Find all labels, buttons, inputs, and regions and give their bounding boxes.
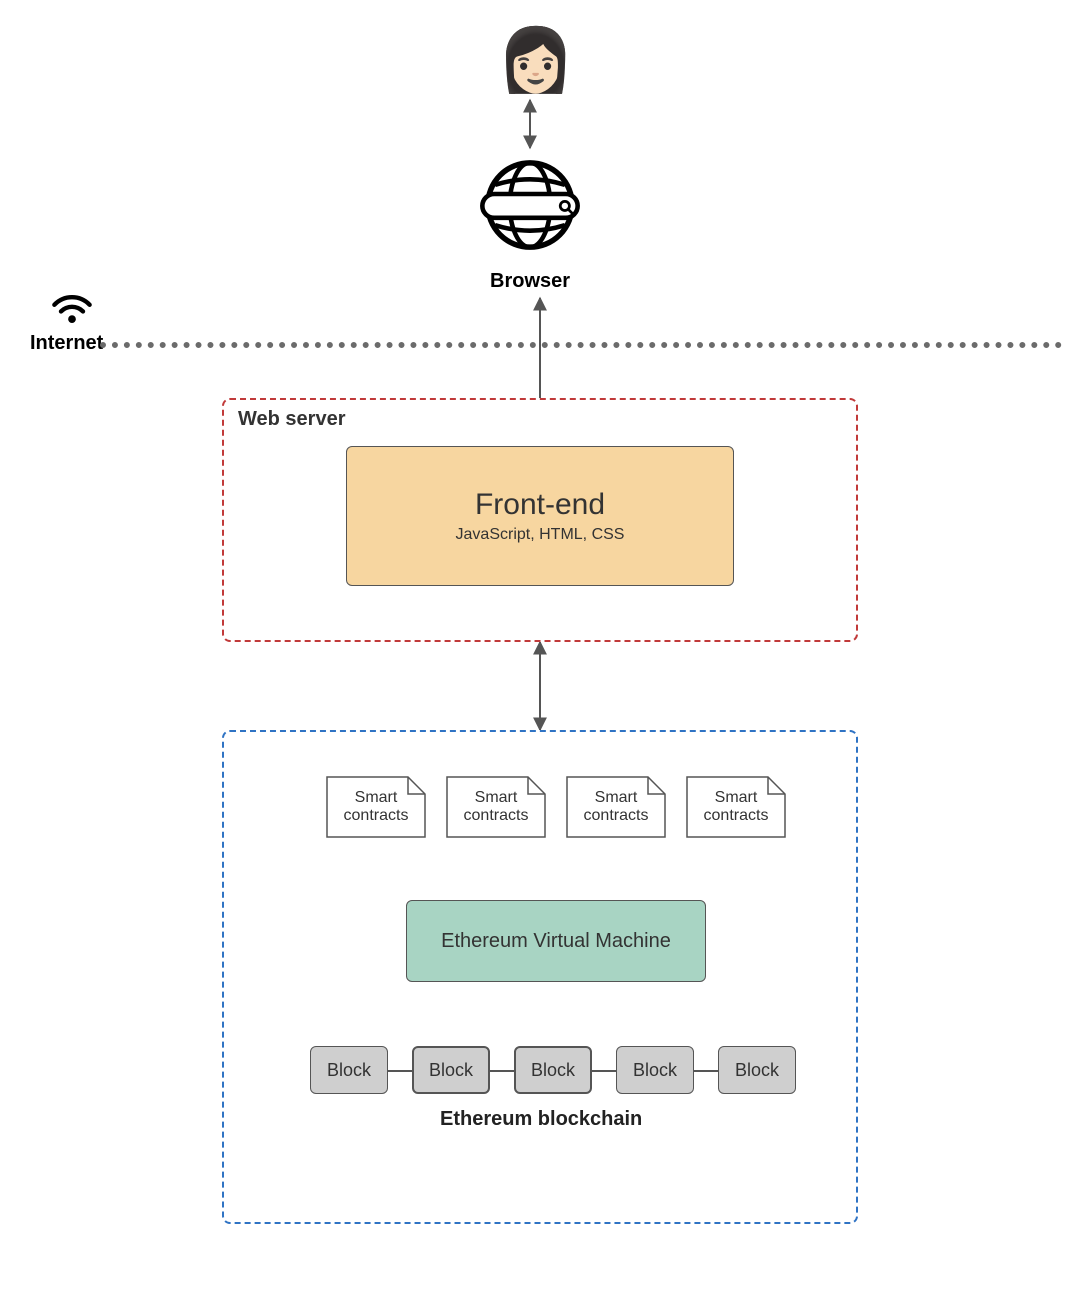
blockchain-caption: Ethereum blockchain — [440, 1108, 642, 1131]
internet-divider — [100, 342, 1062, 348]
smart-contract-note: Smartcontracts — [446, 776, 546, 838]
browser-label: Browser — [490, 270, 570, 293]
wifi-icon — [50, 285, 94, 334]
smart-contract-note: Smartcontracts — [326, 776, 426, 838]
user-icon: 👩🏻 — [497, 30, 574, 92]
frontend-subtitle: JavaScript, HTML, CSS — [456, 526, 625, 544]
browser-icon — [475, 150, 585, 265]
block-connector — [694, 1070, 718, 1072]
evm-box: Ethereum Virtual Machine — [406, 900, 706, 982]
block-connector — [490, 1070, 514, 1072]
block: Block — [310, 1046, 388, 1094]
block: Block — [616, 1046, 694, 1094]
smart-contract-note: Smartcontracts — [566, 776, 666, 838]
block-connector — [592, 1070, 616, 1072]
frontend-box: Front-end JavaScript, HTML, CSS — [346, 446, 734, 586]
block: Block — [718, 1046, 796, 1094]
block: Block — [412, 1046, 490, 1094]
webserver-title: Web server — [238, 408, 345, 431]
smart-contract-note: Smartcontracts — [686, 776, 786, 838]
internet-label: Internet — [30, 332, 103, 355]
block: Block — [514, 1046, 592, 1094]
block-connector — [388, 1070, 412, 1072]
frontend-title: Front-end — [475, 488, 605, 522]
evm-label: Ethereum Virtual Machine — [441, 930, 671, 953]
